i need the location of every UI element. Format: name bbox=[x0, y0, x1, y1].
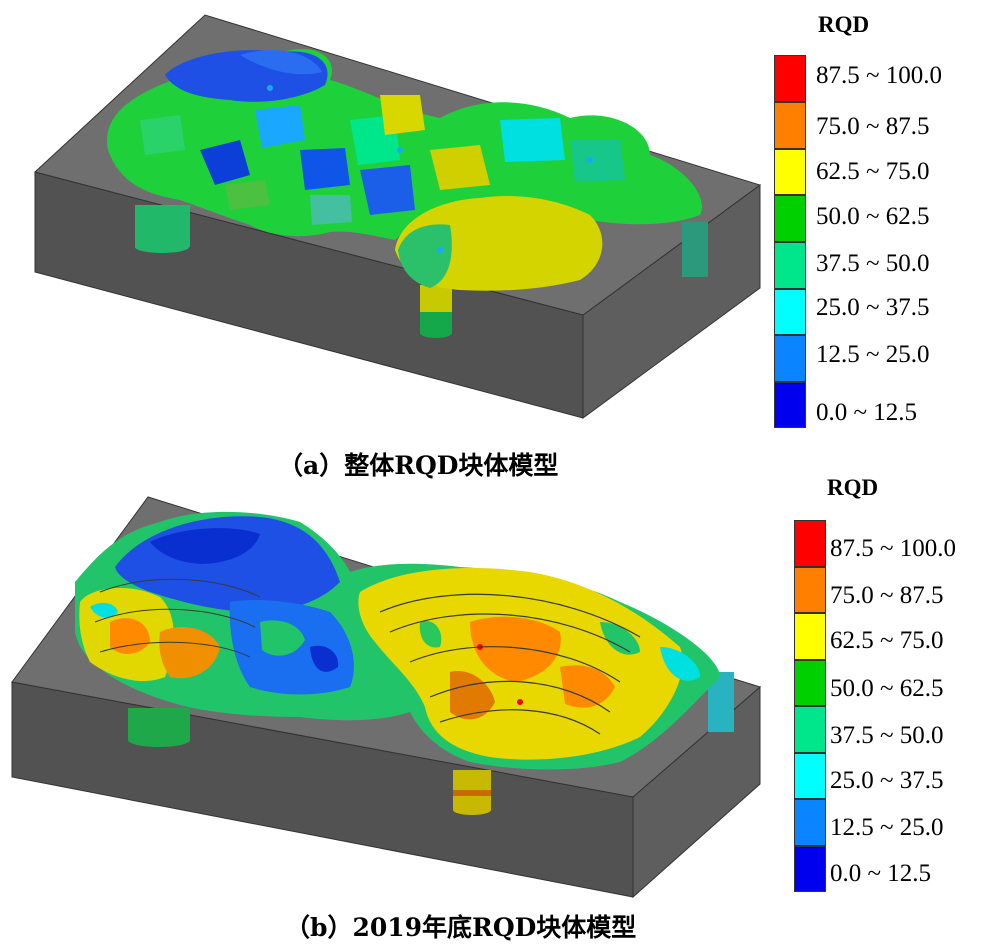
legend-title: RQD bbox=[818, 12, 870, 37]
legend-swatch-12-25 bbox=[794, 799, 826, 846]
legend-swatch-50-62 bbox=[774, 195, 806, 242]
legend-label-0-12: 0.0 ~ 12.5 bbox=[816, 399, 918, 426]
drill-cylinder-right bbox=[682, 222, 708, 277]
legend-swatch-75-87 bbox=[794, 567, 826, 613]
legend-swatch-25-37 bbox=[794, 753, 826, 799]
legend-swatch-0-12 bbox=[794, 846, 826, 892]
legend-label-0-12: 0.0 ~ 12.5 bbox=[830, 860, 932, 887]
legend-label-87-100: 87.5 ~ 100.0 bbox=[830, 535, 957, 562]
drill-cylinder-left bbox=[135, 205, 190, 247]
legend-swatch-62-75 bbox=[774, 149, 806, 195]
legend-label-87-100: 87.5 ~ 100.0 bbox=[816, 62, 943, 89]
legend-swatch-37-50 bbox=[794, 706, 826, 753]
legend-label-75-87: 75.0 ~ 87.5 bbox=[816, 113, 930, 140]
legend-label-50-62: 50.0 ~ 62.5 bbox=[816, 203, 930, 230]
drill-cylinder-left-base bbox=[128, 733, 190, 747]
drill-cylinder-left-base bbox=[135, 241, 189, 253]
legend-title: RQD bbox=[827, 475, 879, 500]
panel-b: RQD 87.5 ~ 100.0 75.0 ~ 87.5 62.5 ~ 75.0… bbox=[0, 472, 995, 947]
drill-cylinder-middle-band bbox=[453, 790, 491, 796]
legend-label-25-37: 25.0 ~ 37.5 bbox=[830, 767, 944, 794]
legend-swatch-75-87 bbox=[774, 102, 806, 149]
legend-label-12-25: 12.5 ~ 25.0 bbox=[816, 341, 930, 368]
rqd-block-model-2019 bbox=[11, 496, 762, 899]
legend-swatch-50-62 bbox=[794, 660, 826, 706]
legend-swatch-37-50 bbox=[774, 242, 806, 289]
legend-label-62-75: 62.5 ~ 75.0 bbox=[816, 158, 930, 185]
drill-cylinder-middle-base bbox=[453, 805, 491, 815]
rqd-surface-region-b bbox=[75, 511, 720, 770]
legend-swatch-12-25 bbox=[774, 335, 806, 382]
legend-swatch-87-100 bbox=[774, 55, 806, 102]
drill-cylinder-middle-base bbox=[420, 328, 452, 338]
legend-swatch-87-100 bbox=[794, 520, 826, 567]
legend-swatch-62-75 bbox=[794, 613, 826, 660]
rqd-block-model-overall bbox=[33, 14, 762, 419]
legend-label-37-50: 37.5 ~ 50.0 bbox=[830, 722, 944, 749]
legend-label-50-62: 50.0 ~ 62.5 bbox=[830, 675, 944, 702]
caption-b: （b）2019年底RQD块体模型 bbox=[285, 913, 637, 942]
panel-a: RQD 87.5 ~ 100.0 75.0 ~ 87.5 62.5 ~ 75.0… bbox=[0, 0, 995, 480]
legend-label-37-50: 37.5 ~ 50.0 bbox=[816, 250, 930, 277]
legend-label-12-25: 12.5 ~ 25.0 bbox=[830, 814, 944, 841]
legend-label-25-37: 25.0 ~ 37.5 bbox=[816, 294, 930, 321]
caption-a: （a）整体RQD块体模型 bbox=[278, 451, 559, 480]
legend-swatch-25-37 bbox=[774, 289, 806, 335]
legend-swatch-0-12 bbox=[774, 382, 806, 428]
rqd-surface-region-a bbox=[106, 49, 702, 291]
legend-label-75-87: 75.0 ~ 87.5 bbox=[830, 582, 944, 609]
legend-label-62-75: 62.5 ~ 75.0 bbox=[830, 627, 944, 654]
drill-cylinder-middle-lower bbox=[420, 312, 452, 333]
